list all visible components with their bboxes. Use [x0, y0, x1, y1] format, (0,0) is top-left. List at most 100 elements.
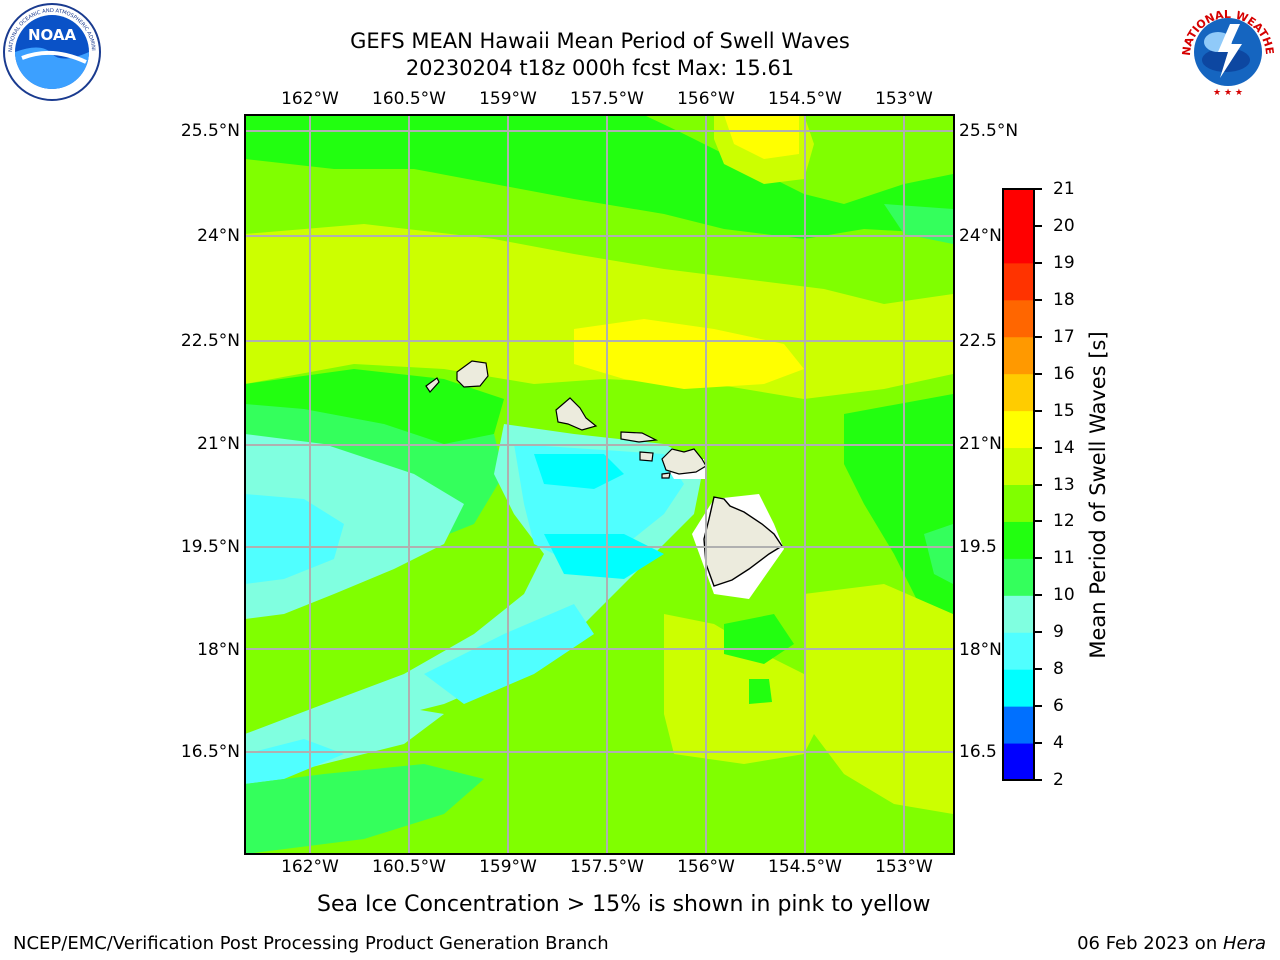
- colorbar-tick-label: 4: [1053, 733, 1064, 754]
- lon-label-top: 153°W: [875, 89, 933, 109]
- lon-label-top: 156°W: [677, 89, 735, 109]
- lon-label-bottom: 162°W: [281, 857, 339, 877]
- colorbar-tick-label: 6: [1053, 696, 1064, 717]
- lon-label-bottom: 157.5°W: [570, 857, 644, 877]
- colorbar-tick-label: 8: [1053, 659, 1064, 680]
- lon-label-top: 157.5°W: [570, 89, 644, 109]
- island-niihau: [425, 377, 440, 393]
- lat-label-left: 24°N: [197, 226, 240, 246]
- colorbar-tick-label: 20: [1053, 215, 1075, 236]
- field-band-11-12: [245, 115, 953, 239]
- colorbar-band: [1003, 410, 1034, 449]
- colorbar-tick-label: 15: [1053, 400, 1075, 421]
- footer-right: 06 Feb 2023 on Hera: [1077, 933, 1266, 955]
- colorbar-tick-mark: [1035, 298, 1042, 301]
- lat-label-left: 25.5°N: [180, 121, 240, 141]
- graticule: [244, 114, 955, 855]
- island-lanai: [639, 451, 654, 462]
- svg-text:★ ★ ★: ★ ★ ★: [1213, 88, 1243, 98]
- colorbar-tick-mark: [1035, 335, 1042, 338]
- colorbar-tick-mark: [1035, 668, 1042, 671]
- colorbar-tick-mark: [1035, 261, 1042, 264]
- colorbar-tick-mark: [1035, 520, 1042, 523]
- lat-label-right: 24°N: [959, 226, 1002, 246]
- island-kauai: [456, 360, 489, 388]
- lon-label-top: 160.5°W: [372, 89, 446, 109]
- nws-logo: NATIONAL WEATHER SERVICE ★ ★ ★: [1178, 2, 1276, 100]
- lat-label-left: 19.5°N: [180, 537, 240, 557]
- chart-subtitle: 20230204 t18z 000h fcst Max: 15.61: [405, 56, 795, 80]
- footer-machine: Hera: [1222, 933, 1266, 954]
- colorbar-band: [1003, 521, 1034, 559]
- colorbar-tick-mark: [1035, 594, 1042, 597]
- lon-label-bottom: 154.5°W: [768, 857, 842, 877]
- colorbar-tick-label: 17: [1053, 326, 1075, 347]
- colorbar-tick-mark: [1035, 483, 1042, 486]
- lat-label-left: 21°N: [197, 434, 240, 454]
- noaa-logo-text: NOAA: [28, 26, 77, 44]
- colorbar-tick-mark: [1035, 409, 1042, 412]
- colorbar-tick-label: 2: [1053, 770, 1064, 790]
- island-molokai: [620, 431, 659, 443]
- lon-label-top: 159°W: [479, 89, 537, 109]
- colorbar-tick-mark: [1035, 557, 1042, 560]
- lon-label-bottom: 160.5°W: [372, 857, 446, 877]
- lon-label-top: 154.5°W: [768, 89, 842, 109]
- colorbar-tick-label: 12: [1053, 511, 1075, 532]
- colorbar-tick-label: 21: [1053, 179, 1075, 199]
- lat-label-right: 25.5°N: [959, 121, 1019, 141]
- lat-label-left: 22.5°N: [180, 331, 240, 351]
- lat-label-right: 19.5: [959, 537, 997, 557]
- field-max-center: [574, 319, 804, 389]
- map-frame: [244, 114, 955, 855]
- colorbar-tick-label: 10: [1053, 585, 1075, 606]
- lon-label-bottom: 159°W: [479, 857, 537, 877]
- colorbar-tick-label: 16: [1053, 363, 1075, 384]
- noaa-logo: NOAA NATIONAL OCEANIC AND ATMOSPHERIC AD…: [2, 2, 101, 101]
- colorbar-tick-mark: [1035, 188, 1042, 190]
- colorbar-band: [1003, 558, 1034, 596]
- colorbar-tick-label: 18: [1053, 289, 1075, 310]
- colorbar-frame: [1002, 188, 1035, 781]
- swell-period-map: [244, 114, 955, 855]
- lat-label-right: 16.5: [959, 742, 997, 762]
- chart-title: GEFS MEAN Hawaii Mean Period of Swell Wa…: [350, 29, 850, 53]
- colorbar-band: [1003, 225, 1034, 264]
- lat-label-right: 22.5: [959, 331, 997, 351]
- colorbar-band: [1003, 373, 1034, 412]
- colorbar-band: [1003, 632, 1034, 670]
- footer-date: 06 Feb 2023 on: [1077, 933, 1223, 954]
- lat-label-right: 21°N: [959, 434, 1002, 454]
- footer-left: NCEP/EMC/Verification Post Processing Pr…: [13, 933, 609, 954]
- lat-label-right: 18°N: [959, 640, 1002, 660]
- lon-label-bottom: 156°W: [677, 857, 735, 877]
- colorbar-band: [1003, 743, 1034, 781]
- colorbar-band: [1003, 447, 1034, 485]
- colorbar-band: [1003, 484, 1034, 522]
- colorbar-band: [1003, 189, 1034, 227]
- colorbar-tick-label: 14: [1053, 437, 1075, 458]
- lat-label-left: 18°N: [197, 640, 240, 660]
- colorbar-tick-label: 19: [1053, 252, 1075, 273]
- colorbar: [1002, 188, 1035, 781]
- colorbar-tick-mark: [1035, 705, 1042, 708]
- colorbar-band: [1003, 595, 1034, 633]
- colorbar-tick-mark: [1035, 446, 1042, 449]
- colorbar-tick-mark: [1035, 779, 1042, 781]
- island-oahu: [555, 397, 598, 431]
- colorbar-tick-mark: [1035, 742, 1042, 745]
- lat-label-left: 16.5°N: [180, 742, 240, 762]
- colorbar-label: Mean Period of Swell Waves [s]: [1086, 331, 1110, 659]
- colorbar-band: [1003, 262, 1034, 301]
- colorbar-tick-label: 13: [1053, 474, 1075, 495]
- island-maui: [661, 448, 707, 475]
- colorbar-tick-mark: [1035, 372, 1042, 375]
- sea-ice-caption: Sea Ice Concentration > 15% is shown in …: [317, 892, 931, 917]
- field-max-north: [724, 115, 799, 159]
- colorbar-band: [1003, 669, 1034, 707]
- colorbar-tick-mark: [1035, 631, 1042, 634]
- lon-label-top: 162°W: [281, 89, 339, 109]
- colorbar-band: [1003, 706, 1034, 744]
- colorbar-band: [1003, 336, 1034, 375]
- island-kahoolawe: [661, 472, 671, 479]
